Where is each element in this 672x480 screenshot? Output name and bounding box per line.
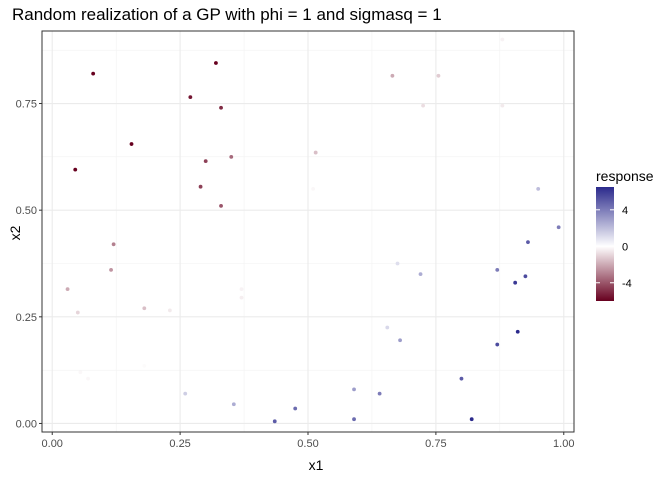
panel-border xyxy=(41,30,575,433)
y-tick-label: 0.75 xyxy=(16,99,37,111)
data-point xyxy=(239,295,244,300)
data-point xyxy=(385,325,390,330)
data-point xyxy=(91,71,96,76)
data-point xyxy=(219,105,223,110)
y-axis-title: x2 xyxy=(7,225,23,240)
data-point xyxy=(495,342,500,347)
data-point xyxy=(65,287,70,291)
data-point xyxy=(352,417,356,422)
y-tick-label: 0.25 xyxy=(16,312,37,324)
y-axis: 0.00 0.25 0.50 0.75 xyxy=(16,99,42,430)
color-legend: response 4 0 -4 xyxy=(596,168,654,301)
data-point xyxy=(313,150,318,155)
data-point xyxy=(231,402,236,407)
data-point xyxy=(73,167,78,172)
x-tick-label: 0.00 xyxy=(42,438,63,450)
data-point xyxy=(86,376,90,381)
x-axis-title: x1 xyxy=(309,457,324,473)
data-point xyxy=(198,184,203,189)
data-point xyxy=(523,274,528,279)
data-point xyxy=(129,142,134,146)
data-point xyxy=(513,280,518,285)
data-point xyxy=(395,261,400,266)
data-point xyxy=(500,103,505,108)
data-point xyxy=(219,204,223,208)
plot-panel xyxy=(42,31,574,432)
data-point xyxy=(293,406,298,411)
data-point xyxy=(377,391,382,396)
data-point xyxy=(459,376,464,381)
data-point xyxy=(500,37,505,42)
y-tick-label: 0.00 xyxy=(16,418,37,430)
legend-tick-label: 4 xyxy=(622,205,628,217)
legend-title: response xyxy=(596,168,654,184)
data-point xyxy=(214,61,218,65)
data-point xyxy=(167,308,172,313)
data-point xyxy=(390,73,395,78)
legend-tick-label: 0 xyxy=(622,241,628,253)
chart-title: Random realization of a GP with phi = 1 … xyxy=(12,5,442,24)
data-point xyxy=(436,73,441,78)
x-tick-label: 0.75 xyxy=(425,438,446,450)
data-point xyxy=(188,95,193,100)
data-point xyxy=(272,419,277,424)
data-point xyxy=(556,225,561,230)
data-point xyxy=(495,267,500,272)
data-point xyxy=(111,242,116,247)
data-point xyxy=(352,387,356,392)
x-axis: 0.00 0.25 0.50 0.75 1.00 xyxy=(42,432,574,450)
legend-tick-label: -4 xyxy=(622,278,632,290)
data-point xyxy=(203,159,208,164)
data-point xyxy=(109,267,113,272)
data-point xyxy=(536,186,541,191)
data-point xyxy=(418,272,423,277)
data-point xyxy=(229,154,234,159)
legend-colorbar xyxy=(596,187,614,301)
y-tick-label: 0.50 xyxy=(16,205,37,217)
data-point xyxy=(239,287,244,291)
data-point xyxy=(526,240,530,245)
data-point xyxy=(142,306,147,311)
x-tick-label: 0.50 xyxy=(297,438,318,450)
data-point xyxy=(469,417,474,422)
data-point xyxy=(142,363,147,368)
data-point xyxy=(75,310,80,315)
data-point xyxy=(183,391,188,396)
data-point xyxy=(78,370,83,375)
x-tick-label: 0.25 xyxy=(169,438,190,450)
x-tick-label: 1.00 xyxy=(553,438,574,450)
data-point xyxy=(311,186,316,191)
data-point xyxy=(421,103,425,108)
data-point xyxy=(515,329,520,334)
data-points xyxy=(65,37,561,424)
data-point xyxy=(398,338,402,343)
